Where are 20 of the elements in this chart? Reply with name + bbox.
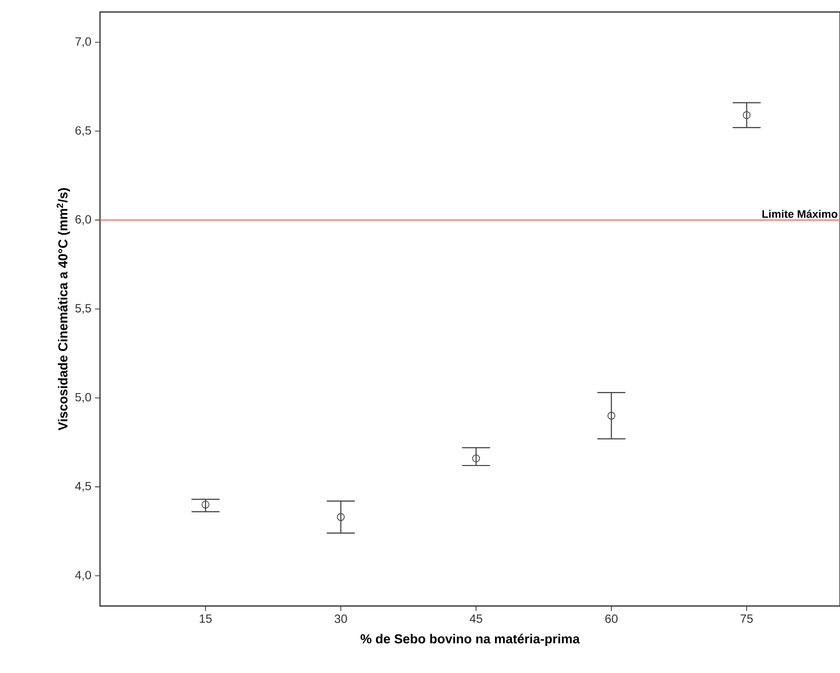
x-tick-label: 60 bbox=[605, 614, 618, 623]
y-tick-label: 6,0 bbox=[75, 215, 92, 225]
point bbox=[607, 412, 616, 420]
x-tick-label: 15 bbox=[200, 614, 212, 623]
y-tick-label: 4,5 bbox=[75, 482, 91, 492]
x-tick-label: 75 bbox=[740, 614, 753, 623]
ref-line-label: Limite Máximo bbox=[762, 210, 838, 218]
x-axis-title: % de Sebo bovino na matéria-prima bbox=[360, 634, 580, 646]
point bbox=[472, 454, 480, 462]
y-tick-label: 6,5 bbox=[75, 126, 91, 136]
y-tick-label: 5,0 bbox=[75, 392, 92, 403]
y-tick-label: 7,0 bbox=[75, 37, 92, 48]
x-tick-label: 30 bbox=[334, 614, 347, 623]
y-axis-title: Viscosidade Cinemática a 40°C (mm$^{2}$/s) bbox=[56, 188, 70, 430]
point bbox=[202, 500, 210, 509]
y-tick-label: 4,0 bbox=[75, 570, 92, 581]
point bbox=[742, 111, 751, 120]
point bbox=[336, 513, 345, 521]
y-tick-label: 5,5 bbox=[75, 304, 91, 314]
x-tick-label: 45 bbox=[470, 614, 482, 623]
